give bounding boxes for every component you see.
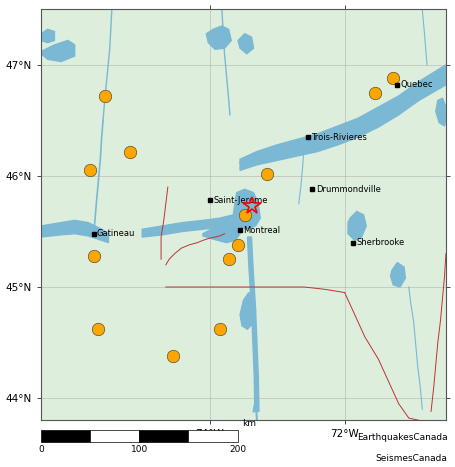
Point bbox=[216, 325, 223, 333]
Text: Sherbrooke: Sherbrooke bbox=[356, 238, 404, 247]
Point bbox=[95, 325, 102, 333]
Polygon shape bbox=[348, 212, 366, 241]
Polygon shape bbox=[248, 237, 259, 411]
Polygon shape bbox=[240, 292, 256, 329]
Text: Saint-Jerome: Saint-Jerome bbox=[213, 196, 268, 205]
Text: 100: 100 bbox=[131, 445, 148, 454]
Point bbox=[234, 241, 242, 248]
Point bbox=[101, 92, 109, 100]
Bar bbox=[188, 430, 238, 442]
Text: km: km bbox=[242, 419, 256, 428]
Bar bbox=[139, 430, 188, 442]
Bar bbox=[41, 430, 90, 442]
Text: SeismesCanada: SeismesCanada bbox=[375, 454, 447, 463]
Point bbox=[90, 252, 97, 260]
Polygon shape bbox=[41, 220, 108, 242]
Polygon shape bbox=[436, 98, 446, 126]
Point bbox=[263, 170, 271, 177]
Text: Trois-Rivieres: Trois-Rivieres bbox=[311, 133, 367, 142]
Polygon shape bbox=[203, 223, 240, 242]
Point bbox=[389, 74, 397, 82]
Polygon shape bbox=[41, 41, 75, 62]
Text: EarthquakesCanada: EarthquakesCanada bbox=[357, 433, 447, 442]
Polygon shape bbox=[238, 34, 253, 54]
Polygon shape bbox=[240, 65, 446, 170]
Text: Montreal: Montreal bbox=[243, 226, 281, 235]
Polygon shape bbox=[206, 26, 231, 50]
Point bbox=[225, 255, 232, 263]
Text: Drummondville: Drummondville bbox=[316, 185, 380, 194]
Polygon shape bbox=[390, 262, 405, 287]
Point bbox=[241, 211, 248, 219]
Text: Gatineau: Gatineau bbox=[97, 229, 135, 238]
Point bbox=[126, 148, 134, 155]
Polygon shape bbox=[142, 200, 252, 237]
Point bbox=[371, 89, 379, 96]
Point bbox=[169, 352, 176, 360]
Polygon shape bbox=[233, 189, 260, 229]
Text: Quebec: Quebec bbox=[401, 80, 433, 89]
Bar bbox=[90, 430, 139, 442]
Point bbox=[86, 167, 93, 174]
Text: 200: 200 bbox=[229, 445, 246, 454]
Polygon shape bbox=[41, 29, 55, 42]
Text: 0: 0 bbox=[38, 445, 44, 454]
